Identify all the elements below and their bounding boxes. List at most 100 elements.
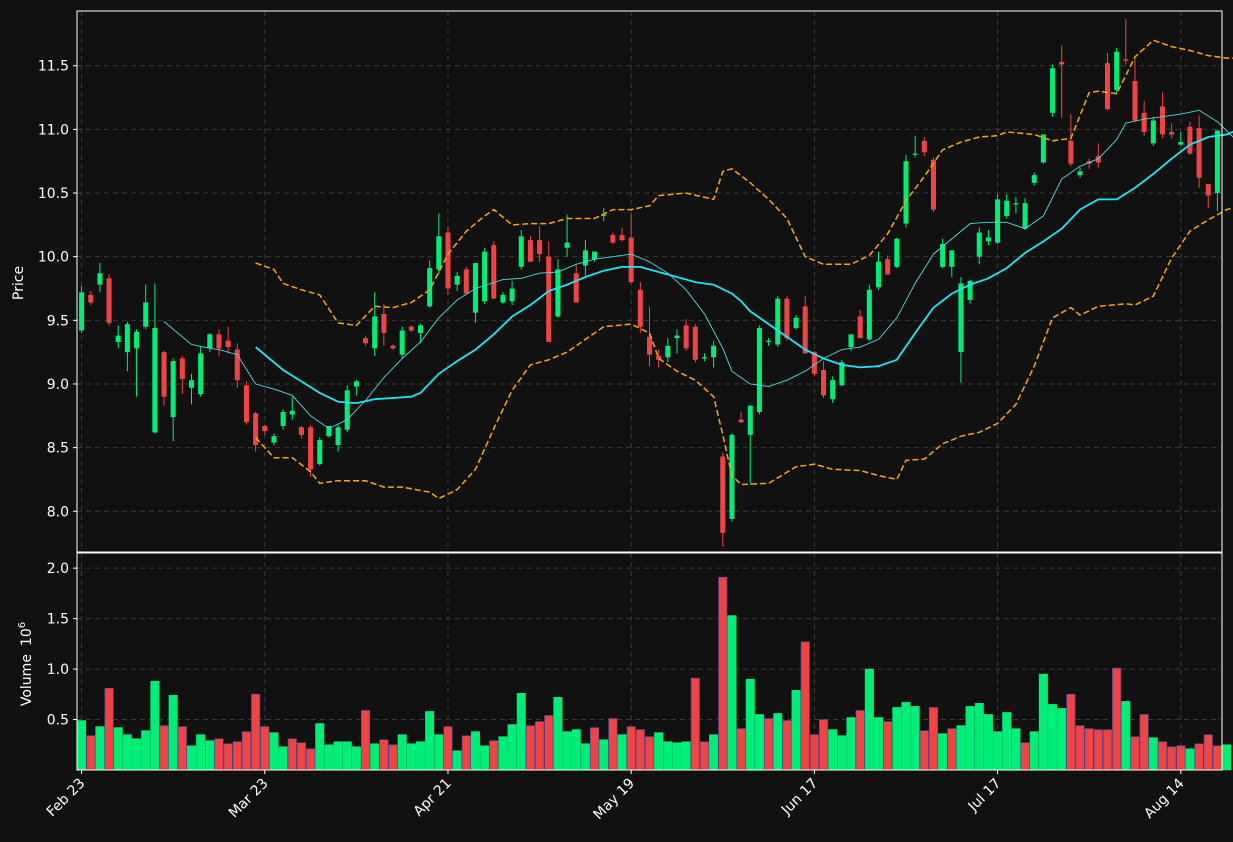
volume-bar xyxy=(241,731,251,771)
candle-body xyxy=(216,334,222,349)
price-tick-label: 8.5 xyxy=(47,441,69,457)
volume-bar xyxy=(1011,728,1021,771)
volume-bar xyxy=(544,715,554,771)
volume-bar xyxy=(260,726,270,771)
candle-body xyxy=(619,235,625,241)
candle-body xyxy=(592,251,598,260)
bollinger-lower-line xyxy=(255,206,1233,500)
volume-bar xyxy=(132,738,142,771)
volume-bar xyxy=(1194,743,1204,771)
candle-body xyxy=(940,243,946,267)
volume-bar xyxy=(461,735,471,771)
volume-bar xyxy=(159,725,169,771)
volume-panel-frame xyxy=(76,552,1223,771)
candle-body xyxy=(766,340,772,342)
volume-bar xyxy=(901,702,911,771)
volume-bar xyxy=(516,692,526,771)
candle-body xyxy=(207,334,213,349)
volume-bar xyxy=(828,729,838,771)
volume-bar xyxy=(415,741,426,771)
volume-bar xyxy=(223,743,233,771)
candle-body xyxy=(1205,184,1211,196)
volume-bar xyxy=(1048,704,1058,771)
volume-bar xyxy=(718,576,728,771)
candle-body xyxy=(253,413,259,446)
volume-bar xyxy=(1185,748,1195,771)
volume-bar xyxy=(672,742,682,771)
volume-bar xyxy=(1029,731,1039,771)
candle-body xyxy=(472,263,478,313)
volume-bar xyxy=(205,740,215,771)
volume-bar xyxy=(324,744,334,771)
volume-bar xyxy=(351,746,361,771)
candle-body xyxy=(234,349,240,381)
candle-body xyxy=(106,278,112,323)
candle-body xyxy=(1187,126,1193,154)
volume-bar xyxy=(956,725,966,771)
volume-bar xyxy=(498,736,508,771)
candle-body xyxy=(445,232,451,289)
volume-bar xyxy=(269,732,279,771)
volume-bar xyxy=(1212,745,1222,771)
volume-bar xyxy=(95,726,105,771)
volume-bar xyxy=(1112,667,1122,771)
candle-body xyxy=(225,340,231,348)
volume-bar xyxy=(745,678,755,771)
candle-body xyxy=(656,355,662,360)
volume-tick-label: 0.5 xyxy=(47,713,69,729)
candle-body xyxy=(97,273,103,285)
candle-body xyxy=(179,358,185,379)
volume-bar xyxy=(535,721,545,771)
candle-body xyxy=(399,330,405,355)
volume-bar xyxy=(1102,729,1113,771)
candle-body xyxy=(1114,51,1120,90)
volume-bar xyxy=(800,641,810,771)
volume-bar xyxy=(608,718,618,771)
candle-body xyxy=(308,427,314,470)
candle-body xyxy=(408,326,414,331)
candle-body xyxy=(262,425,268,432)
candle-body xyxy=(610,235,616,243)
volume-bar xyxy=(388,744,398,771)
candle-body xyxy=(830,380,836,400)
candle-body xyxy=(372,316,378,349)
volume-bar xyxy=(1075,725,1085,771)
volume-bar xyxy=(278,746,288,771)
candle-body xyxy=(463,269,469,294)
volume-bar xyxy=(306,748,316,771)
volume-bar xyxy=(1093,729,1103,771)
candle-body xyxy=(1214,130,1220,194)
candle-body xyxy=(1004,200,1010,216)
volume-bar xyxy=(315,723,325,771)
volume-bar xyxy=(947,728,957,771)
volume-bar xyxy=(443,726,453,771)
candle-body xyxy=(1196,128,1202,178)
candle-body xyxy=(1150,120,1156,144)
volume-bar xyxy=(507,724,517,771)
volume-bar xyxy=(974,703,984,771)
candle-body xyxy=(1123,59,1129,61)
price-tick-label: 10.5 xyxy=(38,186,69,202)
volume-bar xyxy=(736,728,746,771)
candle-body xyxy=(811,352,817,374)
volume-axis-label: Volume106 xyxy=(17,622,35,706)
candle-body xyxy=(701,357,707,359)
volume-bar xyxy=(296,742,306,771)
candle-body xyxy=(152,327,158,433)
volume-bar xyxy=(86,735,96,771)
candle-body xyxy=(1059,61,1065,65)
candle-body xyxy=(564,242,570,248)
candle-body xyxy=(1178,142,1184,145)
candle-body xyxy=(326,425,332,437)
volume-bar xyxy=(910,706,920,771)
volume-bar xyxy=(168,695,178,771)
candle-body xyxy=(775,298,781,345)
candle-body xyxy=(729,434,735,519)
volume-bar xyxy=(681,741,691,771)
candle-body xyxy=(601,214,607,216)
volume-bar xyxy=(938,733,948,771)
volume-bar xyxy=(150,680,160,771)
candle-body xyxy=(1031,175,1037,183)
